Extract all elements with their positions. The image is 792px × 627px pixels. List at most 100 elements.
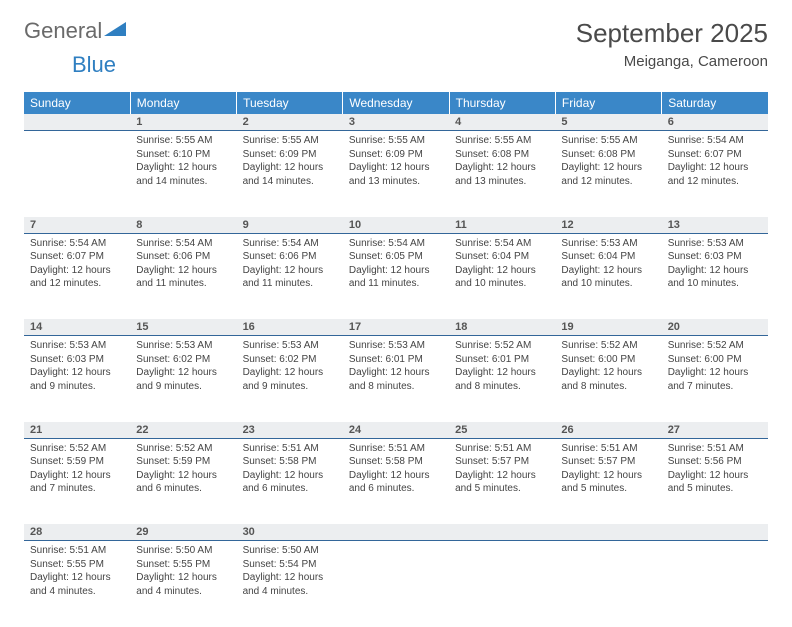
day-cell: Sunrise: 5:55 AMSunset: 6:10 PMDaylight:… xyxy=(130,131,236,217)
sunrise-text: Sunrise: 5:53 AM xyxy=(243,339,337,353)
weekday-header: Friday xyxy=(555,92,661,114)
sunrise-text: Sunrise: 5:54 AM xyxy=(136,237,230,251)
day-cell: Sunrise: 5:54 AMSunset: 6:07 PMDaylight:… xyxy=(24,233,130,319)
day-cell: Sunrise: 5:54 AMSunset: 6:06 PMDaylight:… xyxy=(237,233,343,319)
logo: General xyxy=(24,18,128,44)
daylight-text: Daylight: 12 hours and 6 minutes. xyxy=(136,469,230,496)
sunrise-text: Sunrise: 5:53 AM xyxy=(349,339,443,353)
day-number-cell: 21 xyxy=(24,422,130,439)
logo-triangle-icon xyxy=(104,20,126,43)
day-number-cell: 16 xyxy=(237,319,343,336)
day-cell: Sunrise: 5:55 AMSunset: 6:09 PMDaylight:… xyxy=(237,131,343,217)
day-cell: Sunrise: 5:53 AMSunset: 6:03 PMDaylight:… xyxy=(662,233,768,319)
day-number-cell: 26 xyxy=(555,422,661,439)
page-subtitle: Meiganga, Cameroon xyxy=(576,53,768,70)
day-cell xyxy=(662,541,768,627)
day-cell: Sunrise: 5:50 AMSunset: 5:55 PMDaylight:… xyxy=(130,541,236,627)
day-number-cell xyxy=(449,524,555,541)
sunrise-text: Sunrise: 5:50 AM xyxy=(136,544,230,558)
daylight-text: Daylight: 12 hours and 10 minutes. xyxy=(455,264,549,291)
day-number-cell: 4 xyxy=(449,114,555,131)
sunrise-text: Sunrise: 5:52 AM xyxy=(30,442,124,456)
weekday-header: Saturday xyxy=(662,92,768,114)
sunrise-text: Sunrise: 5:54 AM xyxy=(668,134,762,148)
day-number-cell: 25 xyxy=(449,422,555,439)
sunrise-text: Sunrise: 5:52 AM xyxy=(136,442,230,456)
day-number-cell: 5 xyxy=(555,114,661,131)
sunrise-text: Sunrise: 5:54 AM xyxy=(349,237,443,251)
day-number-cell: 10 xyxy=(343,217,449,234)
day-number-cell: 27 xyxy=(662,422,768,439)
week-row: Sunrise: 5:52 AMSunset: 5:59 PMDaylight:… xyxy=(24,438,768,524)
sunrise-text: Sunrise: 5:51 AM xyxy=(561,442,655,456)
sunset-text: Sunset: 6:10 PM xyxy=(136,148,230,162)
sunrise-text: Sunrise: 5:55 AM xyxy=(243,134,337,148)
sunset-text: Sunset: 5:59 PM xyxy=(30,455,124,469)
sunrise-text: Sunrise: 5:52 AM xyxy=(455,339,549,353)
daynum-row: 14151617181920 xyxy=(24,319,768,336)
calendar-table: SundayMondayTuesdayWednesdayThursdayFrid… xyxy=(24,92,768,627)
sunrise-text: Sunrise: 5:52 AM xyxy=(668,339,762,353)
daynum-row: 123456 xyxy=(24,114,768,131)
daylight-text: Daylight: 12 hours and 14 minutes. xyxy=(136,161,230,188)
day-cell: Sunrise: 5:53 AMSunset: 6:01 PMDaylight:… xyxy=(343,336,449,422)
day-cell: Sunrise: 5:54 AMSunset: 6:04 PMDaylight:… xyxy=(449,233,555,319)
day-number-cell: 9 xyxy=(237,217,343,234)
daylight-text: Daylight: 12 hours and 12 minutes. xyxy=(30,264,124,291)
day-cell: Sunrise: 5:55 AMSunset: 6:08 PMDaylight:… xyxy=(449,131,555,217)
day-number-cell: 29 xyxy=(130,524,236,541)
sunset-text: Sunset: 5:54 PM xyxy=(243,558,337,572)
daylight-text: Daylight: 12 hours and 11 minutes. xyxy=(349,264,443,291)
day-number-cell: 12 xyxy=(555,217,661,234)
daylight-text: Daylight: 12 hours and 4 minutes. xyxy=(136,571,230,598)
daylight-text: Daylight: 12 hours and 12 minutes. xyxy=(561,161,655,188)
day-number-cell: 28 xyxy=(24,524,130,541)
week-row: Sunrise: 5:51 AMSunset: 5:55 PMDaylight:… xyxy=(24,541,768,627)
day-number-cell: 18 xyxy=(449,319,555,336)
daylight-text: Daylight: 12 hours and 13 minutes. xyxy=(455,161,549,188)
daynum-row: 78910111213 xyxy=(24,217,768,234)
day-cell: Sunrise: 5:55 AMSunset: 6:08 PMDaylight:… xyxy=(555,131,661,217)
day-cell xyxy=(343,541,449,627)
day-cell: Sunrise: 5:52 AMSunset: 5:59 PMDaylight:… xyxy=(130,438,236,524)
day-cell: Sunrise: 5:55 AMSunset: 6:09 PMDaylight:… xyxy=(343,131,449,217)
sunrise-text: Sunrise: 5:52 AM xyxy=(561,339,655,353)
sunrise-text: Sunrise: 5:51 AM xyxy=(668,442,762,456)
day-cell: Sunrise: 5:52 AMSunset: 5:59 PMDaylight:… xyxy=(24,438,130,524)
day-number-cell: 17 xyxy=(343,319,449,336)
sunset-text: Sunset: 5:57 PM xyxy=(561,455,655,469)
sunrise-text: Sunrise: 5:55 AM xyxy=(455,134,549,148)
daylight-text: Daylight: 12 hours and 6 minutes. xyxy=(349,469,443,496)
week-row: Sunrise: 5:55 AMSunset: 6:10 PMDaylight:… xyxy=(24,131,768,217)
day-number-cell: 1 xyxy=(130,114,236,131)
sunset-text: Sunset: 6:01 PM xyxy=(349,353,443,367)
sunrise-text: Sunrise: 5:53 AM xyxy=(668,237,762,251)
daylight-text: Daylight: 12 hours and 7 minutes. xyxy=(30,469,124,496)
sunset-text: Sunset: 6:04 PM xyxy=(455,250,549,264)
day-cell: Sunrise: 5:53 AMSunset: 6:03 PMDaylight:… xyxy=(24,336,130,422)
day-cell: Sunrise: 5:51 AMSunset: 5:58 PMDaylight:… xyxy=(343,438,449,524)
sunset-text: Sunset: 5:58 PM xyxy=(349,455,443,469)
sunset-text: Sunset: 6:09 PM xyxy=(349,148,443,162)
sunrise-text: Sunrise: 5:51 AM xyxy=(455,442,549,456)
day-number-cell: 3 xyxy=(343,114,449,131)
sunrise-text: Sunrise: 5:51 AM xyxy=(243,442,337,456)
day-cell xyxy=(555,541,661,627)
sunset-text: Sunset: 6:03 PM xyxy=(668,250,762,264)
sunset-text: Sunset: 6:05 PM xyxy=(349,250,443,264)
day-number-cell: 2 xyxy=(237,114,343,131)
daylight-text: Daylight: 12 hours and 14 minutes. xyxy=(243,161,337,188)
day-number-cell: 20 xyxy=(662,319,768,336)
sunrise-text: Sunrise: 5:55 AM xyxy=(561,134,655,148)
sunset-text: Sunset: 5:59 PM xyxy=(136,455,230,469)
title-block: September 2025 Meiganga, Cameroon xyxy=(576,18,768,70)
sunrise-text: Sunrise: 5:55 AM xyxy=(349,134,443,148)
day-cell: Sunrise: 5:54 AMSunset: 6:07 PMDaylight:… xyxy=(662,131,768,217)
sunset-text: Sunset: 6:07 PM xyxy=(668,148,762,162)
day-number-cell xyxy=(343,524,449,541)
sunset-text: Sunset: 5:56 PM xyxy=(668,455,762,469)
day-cell: Sunrise: 5:53 AMSunset: 6:02 PMDaylight:… xyxy=(130,336,236,422)
daylight-text: Daylight: 12 hours and 5 minutes. xyxy=(561,469,655,496)
sunset-text: Sunset: 6:02 PM xyxy=(243,353,337,367)
page-title: September 2025 xyxy=(576,18,768,49)
